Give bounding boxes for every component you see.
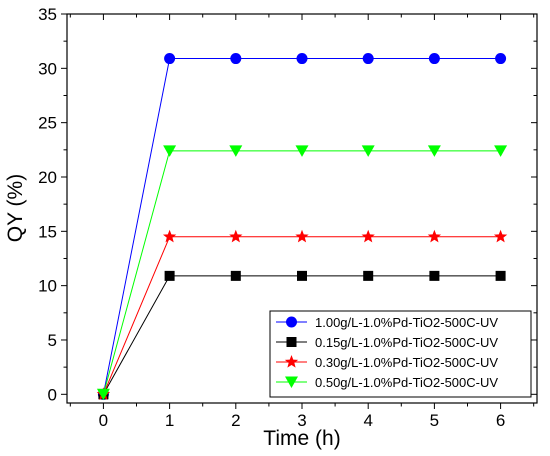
y-tick-label: 15: [38, 222, 57, 241]
x-tick-label: 0: [99, 411, 108, 430]
data-point-s1-x4: [362, 53, 374, 65]
data-point-s3-x6: [493, 229, 508, 243]
x-tick-label: 4: [363, 411, 372, 430]
data-point-s2-x1: [164, 270, 175, 281]
data-point-s3-x3: [295, 229, 309, 243]
y-tick-label: 25: [38, 114, 57, 133]
data-point-s4-x4: [361, 145, 375, 157]
legend-marker-3: [284, 355, 299, 368]
y-axis-title: QY (%): [4, 174, 27, 242]
legend-marker-1: [286, 316, 297, 328]
y-tick-label: 10: [38, 277, 57, 296]
y-tick-label: 30: [38, 59, 57, 78]
legend-label-2: 0.15g/L-1.0%Pd-TiO2-500C-UV: [315, 335, 498, 350]
legend: 1.00g/L-1.0%Pd-TiO2-500C-UV 0.15g/L-1.0%P…: [269, 310, 532, 398]
data-point-s3-x1: [162, 229, 177, 243]
data-point-s3-x2: [229, 229, 243, 243]
x-tick-label: 2: [231, 411, 240, 430]
y-tick-label: 5: [48, 331, 57, 350]
axis-ticks: 0 1 2 3 4 5 6 0 5 10 15 20 25 30 35: [38, 5, 537, 430]
data-point-s4-x0: [96, 388, 110, 401]
x-tick-label: 1: [165, 411, 174, 430]
y-tick-label: 20: [38, 168, 57, 187]
data-point-s2-x4: [363, 270, 374, 281]
data-point-s2-x5: [429, 270, 440, 281]
legend-box: [269, 310, 532, 398]
legend-label-3: 0.30g/L-1.0%Pd-TiO2-500C-UV: [315, 355, 498, 370]
data-point-s1-x6: [495, 53, 507, 65]
x-tick-label: 5: [430, 411, 439, 430]
legend-marker-4: [285, 376, 298, 388]
x-tick-label: 3: [297, 411, 306, 430]
y-tick-label: 35: [38, 5, 57, 24]
data-point-s1-x3: [296, 53, 308, 65]
legend-label-1: 1.00g/L-1.0%Pd-TiO2-500C-UV: [315, 315, 498, 330]
data-point-s2-x2: [230, 270, 241, 281]
x-tick-label: 6: [496, 411, 505, 430]
data-point-s4-x3: [295, 145, 309, 157]
data-point-s2-x3: [297, 270, 307, 281]
data-point-s1-x2: [230, 53, 242, 65]
y-tick-label: 0: [48, 385, 57, 404]
legend-marker-2: [286, 337, 297, 347]
data-point-s3-x5: [427, 229, 442, 243]
x-axis-title: Time (h): [263, 427, 340, 450]
series-layer: [96, 53, 508, 401]
data-point-s4-x2: [229, 145, 243, 157]
data-point-s1-x5: [428, 53, 440, 65]
data-point-s4-x1: [163, 145, 177, 157]
legend-label-4: 0.50g/L-1.0%Pd-TiO2-500C-UV: [315, 375, 498, 390]
data-point-s2-x6: [495, 270, 506, 281]
data-point-s4-x6: [494, 145, 508, 157]
data-point-s3-x4: [361, 229, 375, 243]
data-point-s1-x1: [164, 53, 176, 65]
data-point-s4-x5: [427, 145, 441, 157]
